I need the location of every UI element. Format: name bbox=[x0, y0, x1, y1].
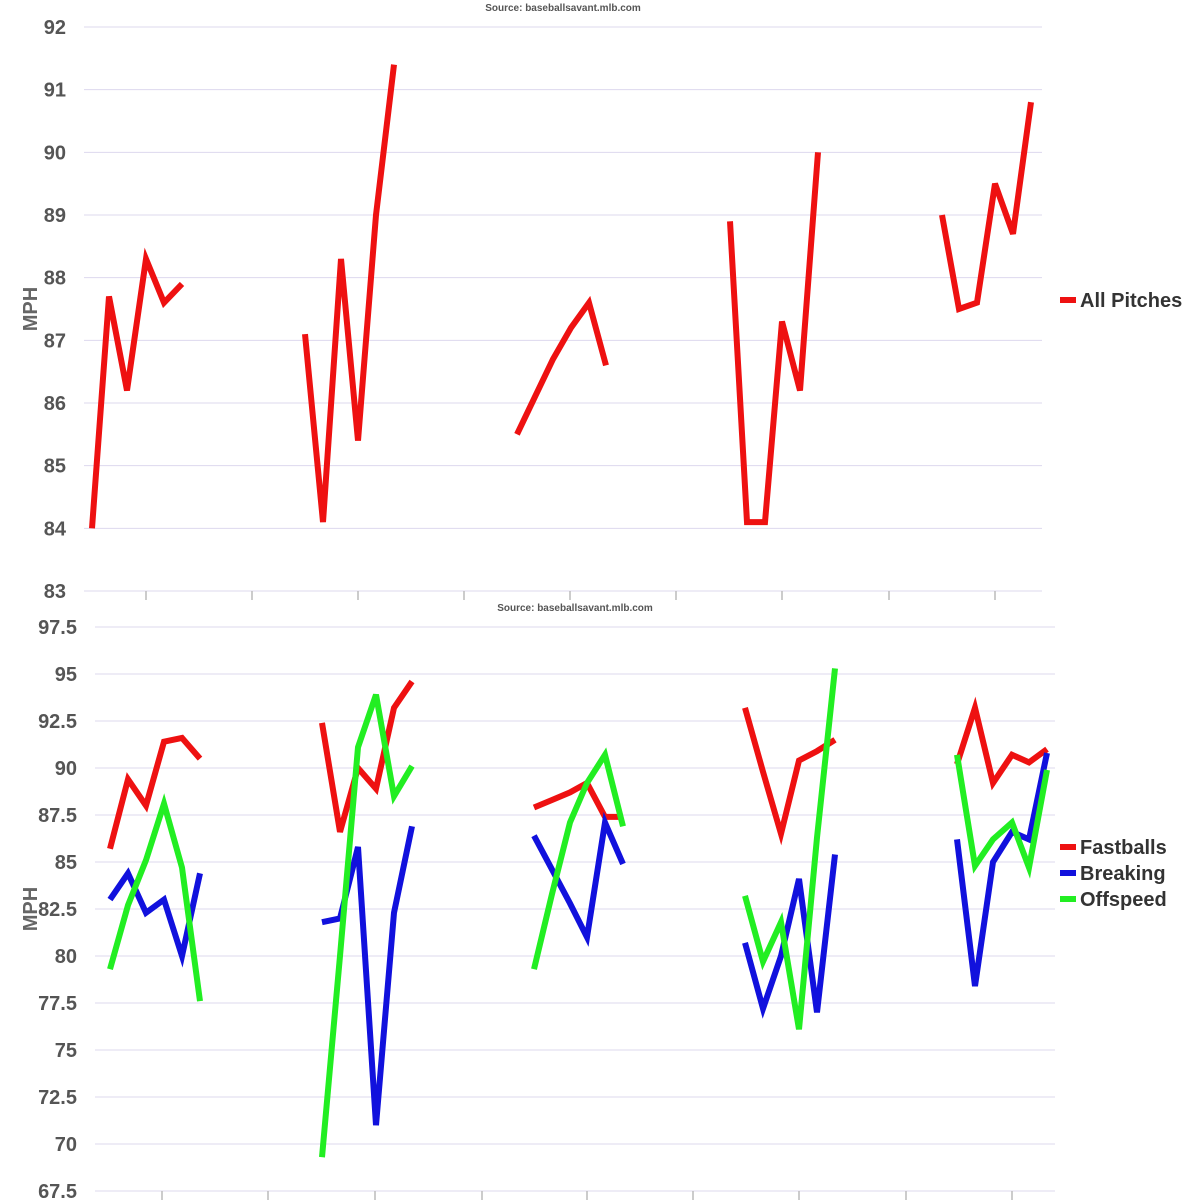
series-line-offspeed bbox=[954, 754, 1050, 879]
series-line-breaking bbox=[954, 752, 1050, 987]
series-line-fastballs bbox=[319, 679, 415, 833]
y-tick-label: 70 bbox=[55, 1134, 77, 1156]
series-line-fastballs bbox=[742, 706, 837, 846]
source-label: Source: baseballsavant.mlb.com bbox=[485, 3, 641, 14]
series-line-offspeed bbox=[531, 747, 626, 970]
series-line-fastballs bbox=[107, 734, 203, 850]
series-line-breaking bbox=[531, 811, 626, 947]
y-tick-label: 86 bbox=[44, 393, 66, 415]
y-tick-label: 91 bbox=[44, 80, 66, 102]
series-line-breaking bbox=[742, 854, 838, 1019]
y-tick-label: 89 bbox=[44, 205, 66, 227]
y-tick-label: 84 bbox=[44, 518, 67, 540]
y-tick-label: 87 bbox=[44, 330, 66, 352]
y-tick-label: 75 bbox=[55, 1040, 77, 1062]
legend-label: Breaking bbox=[1080, 863, 1166, 885]
y-tick-label: 90 bbox=[44, 142, 66, 164]
series-line-fastballs bbox=[532, 778, 623, 820]
y-tick-label: 85 bbox=[55, 852, 77, 874]
y-tick-label: 80 bbox=[55, 946, 77, 968]
series-line-offspeed bbox=[319, 693, 415, 1158]
legend-label: All Pitches bbox=[1080, 290, 1182, 312]
y-tick-label: 92.5 bbox=[38, 711, 77, 733]
y-tick-label: 72.5 bbox=[38, 1087, 77, 1109]
y-tick-label: 87.5 bbox=[38, 805, 77, 827]
y-axis-label: MPH bbox=[20, 887, 42, 931]
series-line-all-pitches bbox=[727, 152, 821, 526]
source-label: Source: baseballsavant.mlb.com bbox=[497, 603, 653, 614]
series-line-breaking bbox=[107, 867, 203, 968]
y-tick-label: 97.5 bbox=[38, 617, 77, 639]
series-line-offspeed bbox=[107, 793, 203, 1002]
series-line-offspeed bbox=[742, 668, 838, 1030]
y-tick-label: 85 bbox=[44, 456, 66, 478]
legend-label: Offspeed bbox=[1080, 889, 1167, 911]
y-tick-label: 90 bbox=[55, 758, 77, 780]
series-line-fastballs bbox=[954, 696, 1049, 791]
series-line-all-pitches bbox=[514, 295, 609, 436]
series-line-all-pitches bbox=[939, 101, 1034, 313]
y-tick-label: 82.5 bbox=[38, 899, 77, 921]
y-tick-label: 88 bbox=[44, 268, 66, 290]
y-axis-label: MPH bbox=[20, 287, 42, 331]
series-line-all-pitches bbox=[89, 247, 185, 529]
y-tick-label: 67.5 bbox=[38, 1181, 77, 1200]
y-tick-label: 92 bbox=[44, 17, 66, 39]
series-line-breaking bbox=[321, 825, 415, 1126]
legend-label: Fastballs bbox=[1080, 837, 1167, 859]
y-tick-label: 95 bbox=[55, 664, 77, 686]
y-tick-label: 83 bbox=[44, 581, 66, 603]
series-line-all-pitches bbox=[302, 64, 397, 523]
y-tick-label: 77.5 bbox=[38, 993, 77, 1015]
